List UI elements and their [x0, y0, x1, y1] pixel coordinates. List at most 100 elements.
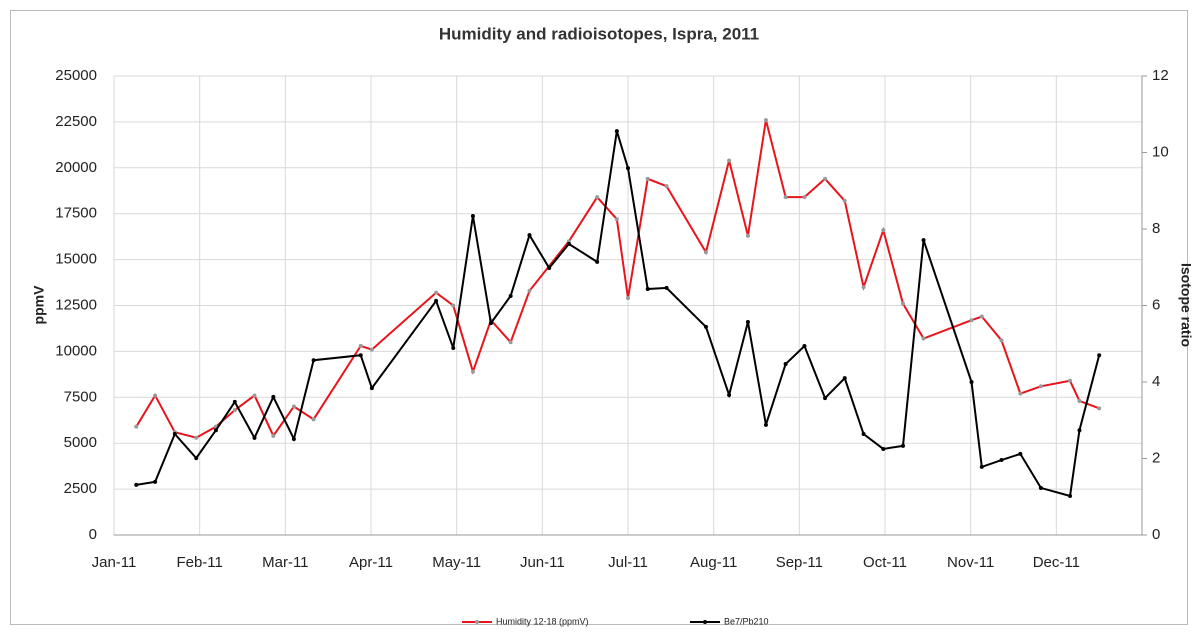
- data-point: [745, 233, 750, 238]
- data-point: [900, 443, 905, 448]
- y-tick-label: 17500: [55, 205, 97, 222]
- x-tick-label: Aug-11: [690, 554, 737, 571]
- data-point: [727, 158, 732, 163]
- data-point: [861, 285, 866, 290]
- data-point: [1068, 378, 1073, 383]
- data-point: [763, 422, 768, 427]
- data-point: [434, 290, 439, 295]
- data-point: [745, 319, 750, 324]
- data-point: [626, 296, 630, 301]
- data-point: [969, 318, 974, 323]
- data-point: [470, 213, 475, 218]
- x-tick-label: Jan-11: [92, 554, 137, 571]
- data-point: [547, 266, 552, 271]
- data-point: [979, 314, 984, 319]
- legend-marker: [475, 620, 479, 624]
- data-point: [271, 433, 276, 438]
- y2-tick-label: 10: [1152, 143, 1169, 160]
- data-point: [311, 417, 316, 422]
- y2-tick-label: 0: [1152, 526, 1160, 543]
- data-point: [252, 393, 257, 398]
- data-point: [626, 166, 630, 171]
- data-point: [470, 369, 475, 374]
- data-point: [369, 386, 374, 391]
- data-point: [999, 338, 1004, 343]
- y-tick-label: 25000: [55, 67, 97, 84]
- data-point: [595, 195, 600, 200]
- data-point: [451, 345, 456, 350]
- data-point: [134, 482, 139, 487]
- y-tick-label: 20000: [55, 159, 97, 176]
- x-tick-label: Feb-11: [176, 554, 222, 571]
- data-point: [1018, 451, 1023, 456]
- x-tick-label: Jul-11: [608, 554, 648, 571]
- data-point: [232, 408, 237, 413]
- data-point: [508, 293, 513, 298]
- y2-tick-label: 6: [1152, 296, 1160, 313]
- data-point: [1097, 406, 1102, 411]
- data-point: [842, 376, 847, 381]
- y-tick-label: 15000: [55, 251, 97, 268]
- data-point: [881, 446, 886, 451]
- data-point: [783, 362, 788, 367]
- x-tick-label: Mar-11: [262, 554, 308, 571]
- data-point: [232, 399, 237, 404]
- x-tick-label: Apr-11: [349, 554, 393, 571]
- y-tick-label: 0: [89, 526, 97, 543]
- data-point: [194, 456, 199, 461]
- y-tick-label: 7500: [64, 388, 97, 405]
- y-tick-label: 2500: [64, 480, 97, 497]
- data-point: [252, 435, 257, 440]
- data-point: [645, 176, 650, 181]
- data-point: [194, 435, 199, 440]
- data-point: [434, 298, 439, 303]
- data-point: [999, 458, 1004, 463]
- data-point: [1038, 384, 1043, 389]
- data-point: [614, 217, 619, 222]
- data-point: [823, 396, 828, 401]
- legend-marker: [703, 620, 707, 624]
- data-point: [271, 394, 276, 399]
- y-axis-label: ppmV: [31, 285, 47, 325]
- data-point: [291, 436, 296, 441]
- y2-axis-label: Isotope ratio: [1178, 263, 1194, 347]
- data-point: [979, 464, 984, 469]
- x-tick-label: Sep-11: [776, 554, 823, 571]
- data-point: [861, 432, 866, 437]
- data-point: [451, 303, 456, 308]
- x-tick-label: Dec-11: [1033, 554, 1080, 571]
- data-point: [802, 195, 807, 200]
- data-point: [664, 184, 669, 189]
- data-point: [1097, 353, 1102, 358]
- data-point: [1077, 398, 1082, 403]
- data-point: [823, 176, 828, 181]
- data-point: [134, 424, 139, 429]
- data-point: [311, 358, 316, 363]
- data-point: [291, 404, 296, 409]
- data-point: [595, 259, 600, 264]
- data-point: [783, 195, 788, 200]
- data-point: [703, 324, 708, 329]
- y-tick-label: 10000: [55, 342, 97, 359]
- data-point: [921, 238, 926, 243]
- x-tick-label: Nov-11: [947, 554, 994, 571]
- data-point: [566, 241, 571, 246]
- y-tick-label: 22500: [55, 113, 97, 130]
- x-tick-label: Jun-11: [520, 554, 565, 571]
- data-point: [527, 233, 532, 238]
- data-point: [508, 340, 513, 345]
- data-point: [488, 321, 493, 326]
- data-point: [153, 393, 158, 398]
- data-point: [1068, 493, 1073, 498]
- legend-label: Humidity 12-18 (ppmV): [496, 616, 589, 626]
- data-point: [763, 118, 768, 123]
- chart-title: Humidity and radioisotopes, Ispra, 2011: [439, 24, 759, 43]
- y2-tick-label: 2: [1152, 449, 1160, 466]
- data-point: [153, 479, 158, 484]
- data-point: [213, 428, 218, 433]
- data-point: [703, 250, 708, 255]
- y-tick-label: 12500: [55, 296, 97, 313]
- data-point: [358, 353, 363, 358]
- data-point: [1077, 428, 1082, 433]
